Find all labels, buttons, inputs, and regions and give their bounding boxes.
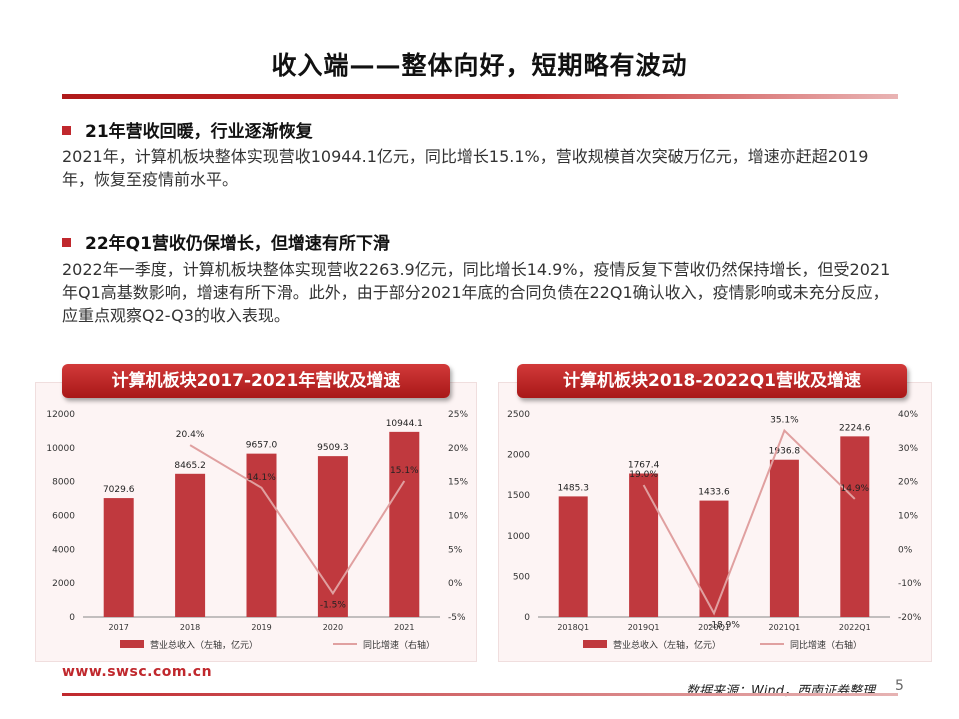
left-axis-tick-label: 1500 <box>507 491 530 501</box>
x-axis-tick-label: 2021 <box>394 623 414 632</box>
x-axis-tick-label: 2019 <box>251 623 271 632</box>
section-body-2: 2022年一季度，计算机板块整体实现营收2263.9亿元，同比增长14.9%，疫… <box>62 260 891 325</box>
left-axis-tick-label: 8000 <box>52 478 75 488</box>
line-data-label: -18.9% <box>708 620 740 630</box>
bar <box>769 459 799 617</box>
bar <box>317 456 348 617</box>
bar-data-label: 9509.3 <box>317 443 349 453</box>
legend-bar-label: 营业总收入（左轴，亿元） <box>150 639 258 651</box>
right-axis-tick-label: 10% <box>898 512 918 522</box>
legend-line-label: 同比增速（右轴） <box>363 639 435 651</box>
left-axis-tick-label: 0 <box>69 613 75 623</box>
page-title: 收入端——整体向好，短期略有波动 <box>271 51 688 80</box>
bar <box>699 500 729 617</box>
bar-data-label: 1433.6 <box>698 488 730 498</box>
right-axis-tick-label: 10% <box>448 512 468 522</box>
x-axis-tick-label: 2020Q1 <box>698 623 730 632</box>
bar <box>840 436 870 617</box>
left-axis-tick-label: 2000 <box>507 451 530 461</box>
line-data-label: 14.1% <box>247 473 276 483</box>
left-axis-tick-label: 4000 <box>52 545 75 555</box>
left-axis-tick-label: 10000 <box>46 444 75 454</box>
chart-title-1: 计算机板块2017-2021年营收及增速 <box>62 364 450 398</box>
section-heading-2: 22年Q1营收仍保增长，但增速有所下滑 <box>62 229 390 254</box>
line-data-label: 35.1% <box>770 416 799 426</box>
left-axis-tick-label: 1000 <box>507 532 530 542</box>
x-axis-tick-label: 2018 <box>180 623 200 632</box>
left-axis-tick-label: 12000 <box>46 410 75 420</box>
growth-line <box>189 444 406 596</box>
right-axis-tick-label: 0% <box>448 579 463 589</box>
left-axis-tick-label: 0 <box>524 613 530 623</box>
right-axis-tick-label: 25% <box>448 410 468 420</box>
x-axis-tick-label: 2022Q1 <box>839 623 871 632</box>
footer-url: www.swsc.com.cn <box>62 664 213 680</box>
right-axis-tick-label: 0% <box>898 545 913 555</box>
data-source: 数据来源：Wind，西南证券整理 <box>686 684 875 699</box>
bar-data-label: 10944.1 <box>386 419 423 429</box>
bar-data-label: 8465.2 <box>174 461 206 471</box>
right-axis-tick-label: 40% <box>898 410 918 420</box>
right-axis-tick-label: -10% <box>898 579 922 589</box>
section-heading-1-text: 21年营收回暖，行业逐渐恢复 <box>85 122 313 142</box>
title-divider <box>62 94 898 99</box>
page-number: 5 <box>895 678 904 694</box>
x-axis-tick-label: 2020 <box>323 623 343 632</box>
section-heading-2-text: 22年Q1营收仍保增长，但增速有所下滑 <box>85 234 390 254</box>
bullet-square-icon <box>62 238 71 247</box>
right-axis-tick-label: -5% <box>448 613 466 623</box>
bar-data-label: 2224.6 <box>839 423 871 433</box>
growth-line <box>642 428 856 616</box>
bar-data-label: 1767.4 <box>628 460 660 470</box>
chart-2: 0 500 1000 1500 2000 2500 -20% -10% 0% 10% 20% 30% 4… <box>507 410 922 651</box>
section-heading-1: 21年营收回暖，行业逐渐恢复 <box>62 117 313 142</box>
left-axis-tick-label: 500 <box>513 572 530 582</box>
x-axis-tick-label: 2021Q1 <box>769 623 801 632</box>
line-data-label: 20.4% <box>176 430 205 440</box>
line-data-label: 19.0% <box>629 470 658 480</box>
bar <box>175 473 206 617</box>
left-axis-tick-label: 2000 <box>52 579 75 589</box>
right-axis-tick-label: 20% <box>448 444 468 454</box>
left-axis-tick-label: 2500 <box>507 410 530 420</box>
bar <box>629 473 659 617</box>
x-axis-tick-label: 2018Q1 <box>557 623 589 632</box>
bar-data-label: 9657.0 <box>246 441 278 451</box>
chart-1: 0 2000 4000 6000 8000 10000 12000 -5% 0% 5% 10% 15%… <box>46 410 468 651</box>
bar-data-label: 1936.8 <box>769 447 801 457</box>
bullet-square-icon <box>62 126 71 135</box>
bar-data-label: 7029.6 <box>103 485 135 495</box>
right-axis-tick-label: 5% <box>448 545 463 555</box>
legend-bar-swatch <box>120 640 144 648</box>
right-axis-tick-label: 30% <box>898 444 918 454</box>
bar <box>558 496 588 617</box>
line-data-label: 14.9% <box>841 484 870 494</box>
bar-data-label: 1485.3 <box>557 483 589 493</box>
legend-line-label: 同比增速（右轴） <box>790 639 862 651</box>
footer-divider <box>62 693 898 696</box>
bar <box>389 431 420 617</box>
right-axis-tick-label: -20% <box>898 613 922 623</box>
bar <box>103 498 134 617</box>
section-body-1: 2021年，计算机板块整体实现营收10944.1亿元，同比增长15.1%，营收规… <box>62 147 869 189</box>
left-axis-tick-label: 6000 <box>52 512 75 522</box>
legend-bar-swatch <box>583 640 607 648</box>
x-axis-tick-label: 2019Q1 <box>628 623 660 632</box>
right-axis-tick-label: 20% <box>898 478 918 488</box>
line-data-label: 15.1% <box>390 466 419 476</box>
chart-title-2: 计算机板块2018-2022Q1营收及增速 <box>517 364 907 398</box>
legend-bar-label: 营业总收入（左轴，亿元） <box>613 639 721 651</box>
line-data-label: -1.5% <box>320 600 347 610</box>
x-axis-tick-label: 2017 <box>109 623 129 632</box>
right-axis-tick-label: 15% <box>448 478 468 488</box>
